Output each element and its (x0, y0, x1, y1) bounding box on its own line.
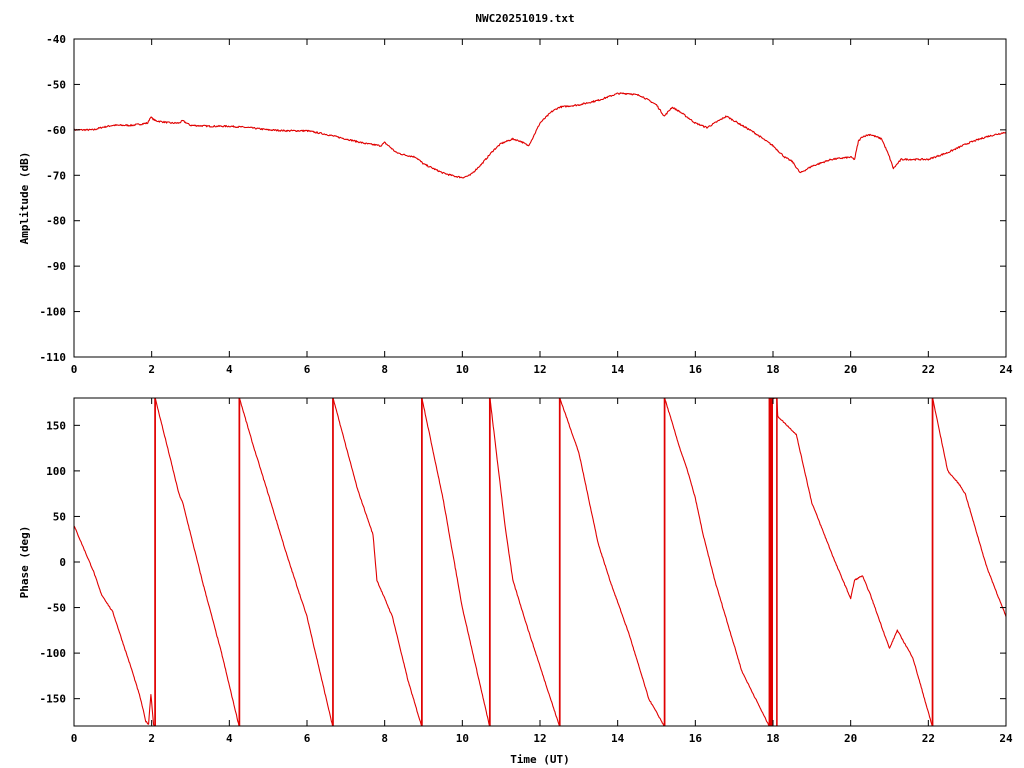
amplitude-series-line (73, 92, 1007, 179)
phase-x-tick-label: 12 (533, 732, 546, 745)
amplitude-y-tick-label: -110 (40, 351, 67, 364)
phase-x-tick-label: 0 (71, 732, 78, 745)
phase-series-line (421, 398, 491, 727)
phase-y-tick-label: 150 (46, 419, 66, 432)
phase-wrap-band (421, 398, 423, 726)
amplitude-y-tick-label: -90 (46, 260, 66, 273)
phase-y-tick-label: -150 (40, 693, 67, 706)
amplitude-x-tick-label: 8 (381, 363, 388, 376)
amplitude-x-tick-label: 2 (148, 363, 155, 376)
phase-y-axis-label: Phase (deg) (18, 526, 31, 599)
phase-y-tick-label: 50 (53, 510, 66, 523)
phase-panel: 0 2 4 6 8 10 12 14 16 18 20 22 24150100500-50-100-15… (40, 397, 1013, 745)
phase-y-tick-label: -100 (40, 647, 67, 660)
phase-wrap-band (239, 398, 241, 726)
amplitude-panel: 0 2 4 6 8 10 12 14 16 18 20 22 24-40-50-60-70-80-90-… (40, 33, 1013, 376)
amplitude-x-tick-label: 24 (999, 363, 1013, 376)
phase-wrap-band (559, 398, 561, 726)
chart-title: NWC20251019.txt (475, 12, 574, 25)
phase-x-tick-label: 16 (689, 732, 703, 745)
phase-y-tick-label: 100 (46, 465, 66, 478)
phase-wrap-band (769, 398, 773, 726)
amplitude-x-tick-label: 20 (844, 363, 857, 376)
amplitude-x-tick-label: 0 (71, 363, 78, 376)
phase-series-line (932, 397, 1007, 617)
phase-wrap-band (154, 398, 156, 726)
phase-x-tick-label: 18 (766, 732, 779, 745)
phase-series (73, 397, 1007, 727)
phase-series-line (664, 397, 770, 727)
phase-plot-frame (73, 397, 1007, 727)
amplitude-x-tick-label: 12 (533, 363, 546, 376)
phase-x-tick-label: 20 (844, 732, 857, 745)
amplitude-x-tick-label: 22 (922, 363, 935, 376)
amplitude-x-tick-label: 4 (226, 363, 233, 376)
phase-series-line (238, 398, 334, 727)
amplitude-y-axis-label: Amplitude (dB) (18, 152, 31, 245)
phase-x-tick-label: 2 (148, 732, 155, 745)
phase-series-line (73, 525, 156, 727)
phase-y-tick-label: 0 (59, 556, 66, 569)
amplitude-x-tick-label: 18 (766, 363, 779, 376)
phase-series-line (559, 397, 665, 727)
amplitude-y-tick-label: -70 (46, 169, 66, 182)
time-x-axis-label: Time (UT) (510, 753, 570, 766)
phase-x-tick-label: 6 (304, 732, 311, 745)
phase-x-tick-label: 10 (456, 732, 469, 745)
amplitude-y-tick-label: -60 (46, 124, 66, 137)
amplitude-y-tick-label: -40 (46, 33, 66, 46)
amplitude-y-tick-label: -80 (46, 215, 66, 228)
amplitude-plot-frame (73, 38, 1007, 358)
phase-wrap-band (489, 398, 491, 726)
phase-wrap-band (932, 398, 934, 726)
phase-series-line (773, 397, 933, 727)
phase-series-line (332, 397, 423, 727)
phase-x-tick-label: 22 (922, 732, 935, 745)
phase-axes: 0 2 4 6 8 10 12 14 16 18 20 22 24150100500-50-100-15… (40, 398, 1013, 745)
amplitude-x-tick-label: 10 (456, 363, 469, 376)
phase-x-tick-label: 14 (611, 732, 625, 745)
amplitude-x-tick-label: 6 (304, 363, 311, 376)
amplitude-y-tick-label: -100 (40, 306, 67, 319)
amplitude-axes: 0 2 4 6 8 10 12 14 16 18 20 22 24-40-50-60-70-80-90-… (40, 33, 1013, 376)
phase-series-line (489, 398, 560, 727)
amplitude-y-tick-label: -50 (46, 78, 66, 91)
phase-x-tick-label: 8 (381, 732, 388, 745)
phase-wrap-band (664, 398, 666, 726)
phase-series-line (154, 397, 240, 727)
phase-y-tick-label: -50 (46, 602, 66, 615)
phase-wrap-band (776, 398, 778, 726)
amplitude-x-tick-label: 14 (611, 363, 625, 376)
phase-x-tick-label: 4 (226, 732, 233, 745)
amplitude-x-tick-label: 16 (689, 363, 703, 376)
phase-x-tick-label: 24 (999, 732, 1013, 745)
phase-wrap-band (332, 398, 334, 726)
amplitude-series (73, 92, 1007, 179)
